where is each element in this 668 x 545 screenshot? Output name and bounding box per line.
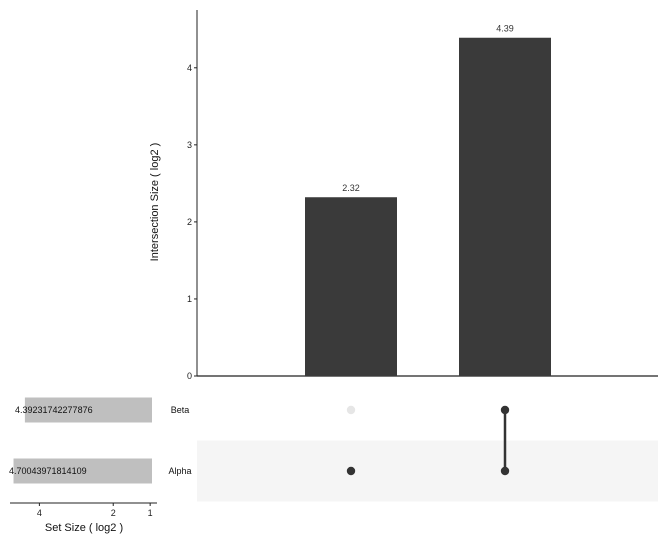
intersection-bar xyxy=(459,37,551,376)
matrix-stripes xyxy=(197,440,658,502)
intersection-axis: 0 1 2 3 4 xyxy=(187,10,658,381)
set-name-label: Alpha xyxy=(168,466,191,476)
set-size-value: 4.39231742277876 xyxy=(15,405,93,415)
intersection-bars: 2.32 4.39 xyxy=(305,24,551,376)
y-tick-label: 4 xyxy=(187,63,192,73)
y-tick-label: 3 xyxy=(187,140,192,150)
matrix-stripe xyxy=(197,440,658,502)
matrix-dot-active xyxy=(500,466,510,476)
set-name-label: Beta xyxy=(171,405,190,415)
y-tick-label: 2 xyxy=(187,217,192,227)
set-size-bar xyxy=(24,397,153,423)
intersection-bar xyxy=(305,197,397,376)
set-size-panel: 4.39231742277876 Beta 4.70043971814109 Alph… xyxy=(9,397,192,518)
y-tick-label: 1 xyxy=(187,294,192,304)
bar-value-label: 2.32 xyxy=(342,183,360,193)
set-size-value: 4.70043971814109 xyxy=(9,466,87,476)
bar-value-label: 4.39 xyxy=(496,24,514,34)
y-axis-title: Intersection Size ( log2 ) xyxy=(149,143,161,262)
set-size-bar xyxy=(13,458,152,484)
matrix-dot-inactive xyxy=(346,405,356,415)
set-size-axis-title: Set Size ( log2 ) xyxy=(45,522,123,534)
matrix-dot-active xyxy=(346,466,356,476)
set-size-tick-label: 1 xyxy=(148,508,153,518)
matrix-dot-active xyxy=(500,405,510,415)
set-size-tick-label: 4 xyxy=(37,508,42,518)
y-tick-label: 0 xyxy=(187,371,192,381)
membership-matrix xyxy=(346,405,510,476)
set-size-tick-label: 2 xyxy=(111,508,116,518)
